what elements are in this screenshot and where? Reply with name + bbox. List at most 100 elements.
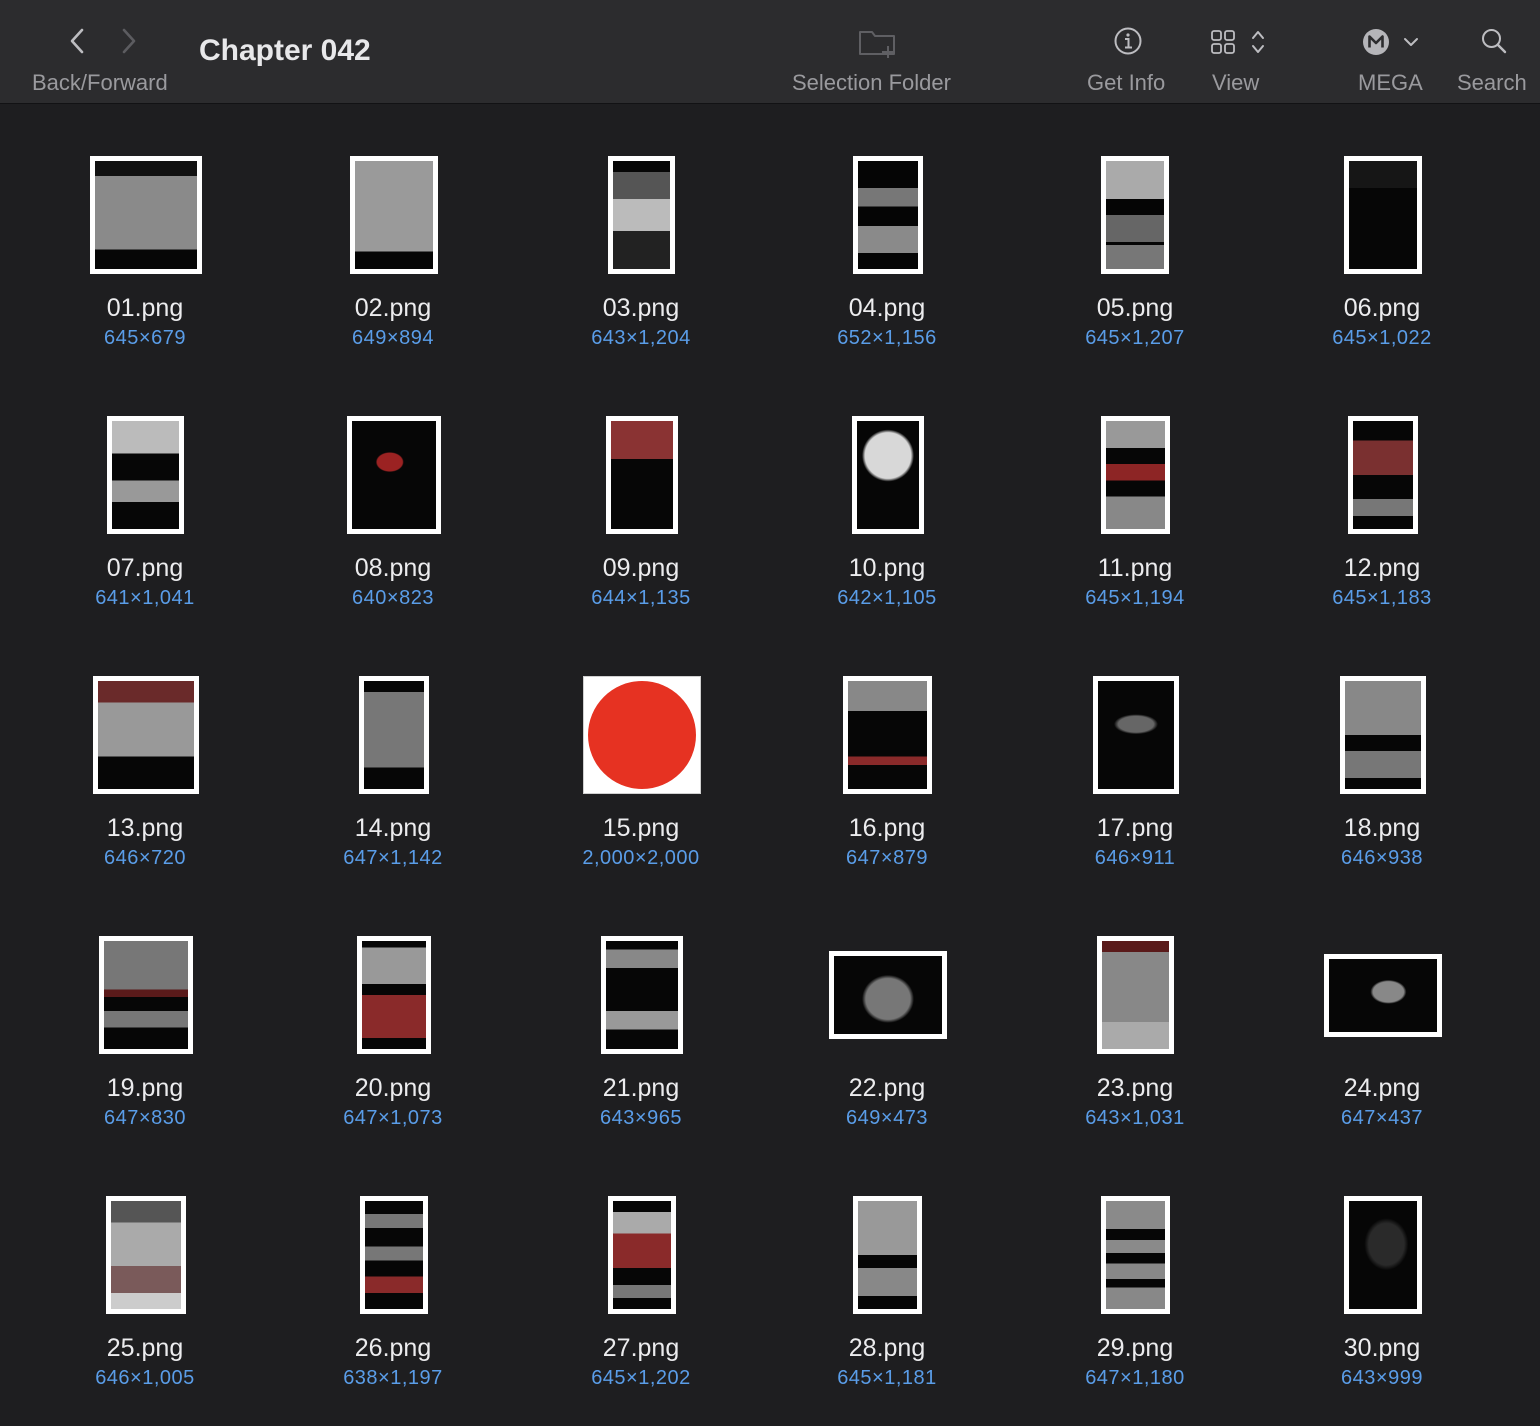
file-item[interactable]: 20.png 647×1,073: [273, 884, 513, 1129]
file-item[interactable]: 30.png 643×999: [1262, 1144, 1502, 1389]
file-thumbnail: [1093, 676, 1179, 794]
file-dimensions: 644×1,135: [591, 587, 691, 609]
file-dimensions: 643×1,204: [591, 327, 691, 349]
file-item[interactable]: 14.png 647×1,142: [273, 624, 513, 869]
file-name: 23.png: [1096, 1074, 1174, 1102]
file-thumbnail: [1324, 954, 1442, 1037]
file-thumbnail: [1344, 1196, 1422, 1314]
file-name: 01.png: [106, 294, 184, 322]
back-forward-label: Back/Forward: [32, 70, 168, 95]
file-thumbnail: [90, 156, 202, 274]
file-item[interactable]: 29.png 647×1,180: [1015, 1144, 1255, 1389]
file-item[interactable]: 27.png 645×1,202: [521, 1144, 761, 1389]
file-thumbnail: [606, 416, 678, 534]
file-dimensions: 649×473: [846, 1107, 928, 1129]
file-thumbnail: [843, 676, 932, 794]
info-circle-icon: [1114, 27, 1142, 55]
file-thumbnail: [583, 676, 701, 794]
file-item[interactable]: 16.png 647×879: [767, 624, 1007, 869]
file-thumbnail: [1101, 416, 1170, 534]
file-grid: 01.png 645×679 02.png 649×894 03.png 643…: [0, 104, 1540, 1426]
file-name: 02.png: [354, 294, 432, 322]
search-label: Search: [1457, 70, 1527, 95]
search-button[interactable]: [1479, 26, 1509, 56]
file-thumbnail: [350, 156, 438, 274]
view-button[interactable]: [1209, 28, 1271, 56]
file-name: 09.png: [602, 554, 680, 582]
file-thumbnail: [1097, 936, 1174, 1054]
file-dimensions: 641×1,041: [95, 587, 195, 609]
file-dimensions: 647×437: [1341, 1107, 1423, 1129]
file-thumbnail: [1348, 416, 1418, 534]
file-name: 13.png: [106, 814, 184, 842]
file-name: 19.png: [106, 1074, 184, 1102]
file-item[interactable]: 26.png 638×1,197: [273, 1144, 513, 1389]
file-thumbnail: [608, 1196, 676, 1314]
file-name: 07.png: [106, 554, 184, 582]
file-dimensions: 647×1,142: [343, 847, 443, 869]
file-dimensions: 645×1,207: [1085, 327, 1185, 349]
file-name: 12.png: [1343, 554, 1421, 582]
file-item[interactable]: 13.png 646×720: [25, 624, 265, 869]
file-name: 16.png: [848, 814, 926, 842]
file-thumbnail: [99, 936, 193, 1054]
file-item[interactable]: 21.png 643×965: [521, 884, 761, 1129]
toolbar: Back/Forward Chapter 042 Selection Folde…: [0, 0, 1540, 104]
file-dimensions: 646×938: [1341, 847, 1423, 869]
file-item[interactable]: 03.png 643×1,204: [521, 104, 761, 349]
selection-folder-button[interactable]: [857, 26, 899, 58]
file-item[interactable]: 12.png 645×1,183: [1262, 364, 1502, 609]
file-thumbnail: [357, 936, 431, 1054]
file-thumbnail: [107, 416, 184, 534]
file-item[interactable]: 02.png 649×894: [273, 104, 513, 349]
file-item[interactable]: 05.png 645×1,207: [1015, 104, 1255, 349]
file-item[interactable]: 17.png 646×911: [1015, 624, 1255, 869]
file-item[interactable]: 06.png 645×1,022: [1262, 104, 1502, 349]
file-thumbnail: [608, 156, 675, 274]
file-item[interactable]: 07.png 641×1,041: [25, 364, 265, 609]
file-name: 05.png: [1096, 294, 1174, 322]
file-item[interactable]: 24.png 647×437: [1262, 884, 1502, 1129]
file-name: 20.png: [354, 1074, 432, 1102]
file-name: 18.png: [1343, 814, 1421, 842]
selection-folder-label: Selection Folder: [792, 70, 951, 95]
file-item[interactable]: 04.png 652×1,156: [767, 104, 1007, 349]
file-dimensions: 647×1,180: [1085, 1367, 1185, 1389]
file-item[interactable]: 25.png 646×1,005: [25, 1144, 265, 1389]
window-title: Chapter 042: [199, 34, 371, 67]
file-thumbnail: [1340, 676, 1426, 794]
file-name: 04.png: [848, 294, 926, 322]
file-name: 25.png: [106, 1334, 184, 1362]
forward-button[interactable]: [114, 26, 142, 56]
file-dimensions: 2,000×2,000: [582, 847, 700, 869]
mega-button[interactable]: [1361, 27, 1423, 57]
file-item[interactable]: 10.png 642×1,105: [767, 364, 1007, 609]
file-dimensions: 647×830: [104, 1107, 186, 1129]
back-button[interactable]: [64, 26, 92, 56]
file-thumbnail: [853, 156, 923, 274]
file-item[interactable]: 01.png 645×679: [25, 104, 265, 349]
grid-view-icon: [1211, 30, 1264, 54]
chevron-left-icon: [70, 28, 84, 54]
file-item[interactable]: 19.png 647×830: [25, 884, 265, 1129]
file-item[interactable]: 22.png 649×473: [767, 884, 1007, 1129]
file-name: 29.png: [1096, 1334, 1174, 1362]
file-dimensions: 645×1,181: [837, 1367, 937, 1389]
chevron-right-icon: [122, 28, 136, 54]
file-item[interactable]: 28.png 645×1,181: [767, 1144, 1007, 1389]
file-item[interactable]: 08.png 640×823: [273, 364, 513, 609]
file-dimensions: 646×911: [1094, 847, 1176, 869]
folder-plus-icon: [859, 31, 895, 58]
file-thumbnail: [1101, 156, 1169, 274]
file-thumbnail: [347, 416, 441, 534]
file-name: 06.png: [1343, 294, 1421, 322]
file-item[interactable]: 23.png 643×1,031: [1015, 884, 1255, 1129]
file-item[interactable]: 11.png 645×1,194: [1015, 364, 1255, 609]
file-dimensions: 646×720: [104, 847, 186, 869]
get-info-button[interactable]: [1113, 26, 1143, 56]
file-thumbnail: [106, 1196, 186, 1314]
file-item[interactable]: 18.png 646×938: [1262, 624, 1502, 869]
file-item[interactable]: 15.png 2,000×2,000: [521, 624, 761, 869]
vertical-scrollbar[interactable]: [1528, 108, 1538, 1418]
file-item[interactable]: 09.png 644×1,135: [521, 364, 761, 609]
